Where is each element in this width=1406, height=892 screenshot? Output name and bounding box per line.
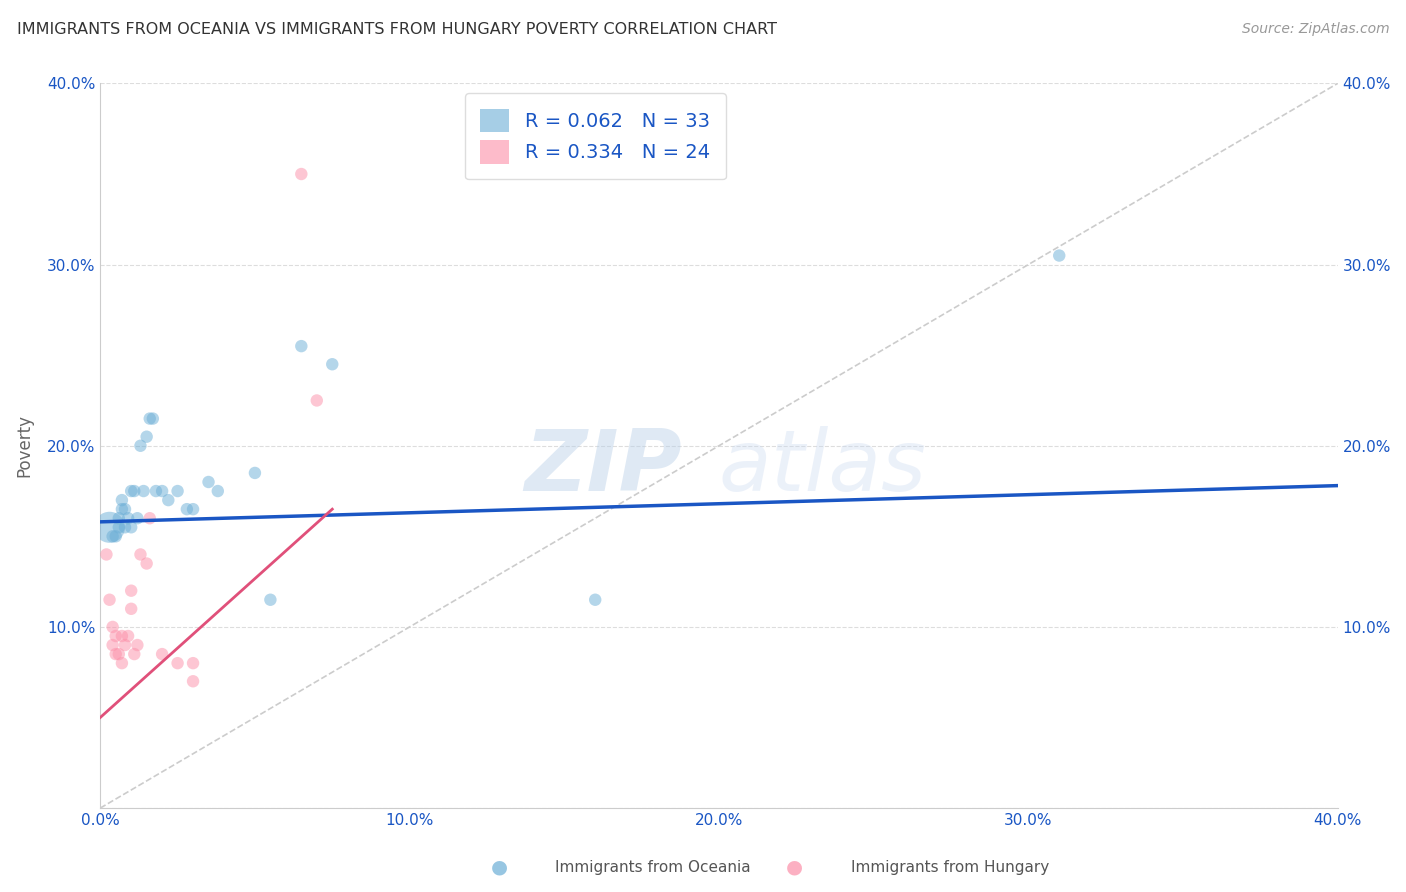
Point (101, 529, 124, 543)
Point (108, 511, 131, 525)
Point (1047, 248, 1070, 262)
Point (114, 520, 136, 534)
Point (124, 647, 146, 661)
Point (111, 629, 134, 643)
Point (150, 647, 173, 661)
Point (124, 484, 146, 499)
Point (207, 484, 229, 499)
Point (259, 592, 281, 607)
Text: Immigrants from Hungary: Immigrants from Hungary (851, 860, 1049, 874)
Point (120, 520, 142, 534)
Legend: R = 0.062   N = 33, R = 0.334   N = 24: R = 0.062 N = 33, R = 0.334 N = 24 (465, 93, 725, 179)
Point (111, 656, 134, 670)
Point (104, 629, 127, 643)
Point (111, 493, 134, 508)
Point (305, 393, 328, 408)
Point (129, 439, 152, 453)
Point (583, 592, 606, 607)
Point (321, 357, 343, 371)
Text: ZIP: ZIP (524, 426, 682, 509)
Text: ●: ● (491, 857, 508, 877)
Point (101, 620, 124, 634)
Point (135, 557, 157, 571)
Point (117, 511, 139, 525)
Point (142, 411, 165, 425)
Point (290, 339, 312, 353)
Point (117, 629, 139, 643)
Point (139, 511, 162, 525)
Point (132, 484, 155, 499)
Point (150, 484, 173, 499)
Point (197, 475, 219, 489)
Point (104, 647, 127, 661)
Point (114, 502, 136, 516)
Y-axis label: Poverty: Poverty (15, 414, 32, 477)
Point (139, 411, 162, 425)
Point (101, 638, 124, 652)
Text: Immigrants from Oceania: Immigrants from Oceania (555, 860, 751, 874)
Point (108, 647, 131, 661)
Point (120, 602, 142, 616)
Point (108, 520, 131, 534)
Point (181, 674, 204, 689)
Point (114, 638, 136, 652)
Point (176, 502, 198, 516)
Text: Source: ZipAtlas.com: Source: ZipAtlas.com (1241, 22, 1389, 37)
Point (145, 484, 167, 499)
Point (181, 502, 204, 516)
Point (181, 656, 204, 670)
Point (96, 548, 118, 562)
Text: IMMIGRANTS FROM OCEANIA VS IMMIGRANTS FROM HUNGARY POVERTY CORRELATION CHART: IMMIGRANTS FROM OCEANIA VS IMMIGRANTS FR… (17, 22, 778, 37)
Point (120, 583, 142, 598)
Point (135, 430, 157, 444)
Point (104, 529, 127, 543)
Point (98, 592, 121, 607)
Point (157, 493, 180, 508)
Point (243, 466, 266, 480)
Text: ●: ● (786, 857, 803, 877)
Point (127, 511, 149, 525)
Text: atlas: atlas (718, 426, 927, 509)
Point (127, 638, 149, 652)
Point (111, 502, 134, 516)
Point (129, 548, 152, 562)
Point (166, 656, 188, 670)
Point (98, 520, 121, 534)
Point (290, 167, 312, 181)
Point (120, 484, 142, 499)
Point (166, 484, 188, 499)
